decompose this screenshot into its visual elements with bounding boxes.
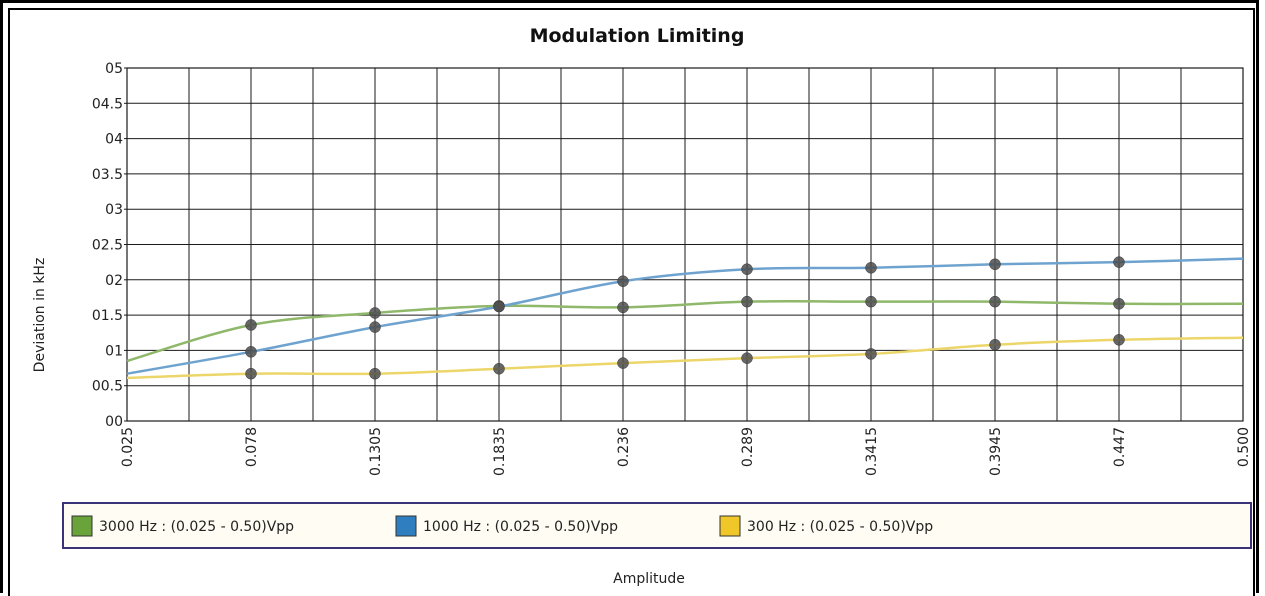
data-point	[617, 301, 629, 314]
y-tick-label: 04	[105, 132, 123, 148]
data-point	[989, 339, 1001, 351]
data-point	[369, 307, 381, 319]
x-tick-label: 0.025	[120, 427, 136, 467]
data-point	[865, 262, 877, 274]
data-point	[1113, 256, 1125, 268]
y-tick-labels: 00 00.5 01 01.5 02 02.5 03 03.5 04 04.5 05	[92, 61, 127, 430]
x-tick-label: 0.236	[616, 427, 632, 467]
data-point	[865, 295, 877, 308]
data-point	[865, 348, 877, 360]
chart-inner-border	[8, 8, 1255, 596]
y-tick-label: 00.5	[92, 379, 123, 395]
data-point	[1113, 334, 1125, 346]
y-tick-label: 03.5	[92, 167, 123, 183]
y-tick-label: 02.5	[92, 238, 123, 254]
legend-label: 300 Hz : (0.025 - 0.50)Vpp	[747, 519, 933, 535]
data-point	[493, 300, 505, 313]
legend-label: 3000 Hz : (0.025 - 0.50)Vpp	[99, 519, 294, 535]
data-point	[617, 275, 629, 287]
data-point	[741, 352, 753, 364]
data-point	[369, 321, 381, 333]
x-tick-labels: 0.025 0.078 0.1305 0.1835 0.236 0.289 0.3415 0.…	[120, 427, 1252, 476]
data-point	[1113, 298, 1125, 310]
data-point	[245, 367, 257, 380]
legend-swatch	[719, 515, 741, 537]
x-tick-label: 0.447	[1112, 427, 1128, 467]
chart-title: Modulation Limiting	[530, 25, 745, 47]
data-point	[245, 319, 257, 331]
x-tick-label: 0.1835	[492, 427, 508, 476]
series-line	[126, 257, 1244, 375]
data-point	[245, 346, 257, 358]
data-point	[617, 357, 629, 369]
data-point	[989, 258, 1001, 271]
y-tick-label: 02	[105, 273, 123, 289]
x-axis-label: Amplitude	[613, 571, 685, 587]
y-tick-label: 03	[105, 202, 123, 218]
legend-box	[62, 502, 1252, 549]
y-tick-label: 01	[105, 343, 123, 359]
x-tick-label: 0.078	[244, 427, 260, 467]
data-point	[493, 363, 505, 375]
data-point	[741, 295, 753, 308]
y-tick-label: 00	[105, 414, 123, 430]
legend: 3000 Hz : (0.025 - 0.50)Vpp 1000 Hz : (0.…	[62, 502, 1252, 549]
data-point	[369, 367, 381, 380]
y-tick-label: 05	[105, 61, 123, 77]
x-tick-label: 0.3945	[988, 427, 1004, 476]
y-axis-label: Deviation in kHz	[32, 258, 48, 373]
data-point	[989, 295, 1001, 308]
y-tick-label: 04.5	[92, 96, 123, 112]
series-line	[126, 300, 1244, 363]
grid-lines	[126, 67, 1244, 422]
series-line	[126, 336, 1244, 380]
y-tick-label: 01.5	[92, 308, 123, 324]
legend-swatch	[395, 515, 417, 537]
data-point	[741, 263, 753, 275]
x-tick-label: 0.1305	[368, 427, 384, 476]
x-tick-label: 0.3415	[864, 427, 880, 476]
legend-swatch	[71, 515, 93, 537]
x-tick-label: 0.500	[1236, 427, 1252, 467]
series-group	[126, 256, 1244, 380]
legend-label: 1000 Hz : (0.025 - 0.50)Vpp	[423, 519, 618, 535]
x-tick-label: 0.289	[740, 427, 756, 467]
